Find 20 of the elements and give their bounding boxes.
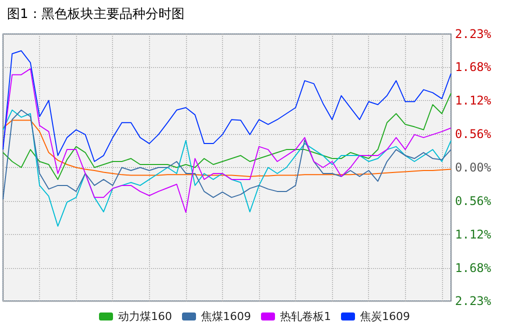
y-tick-label: 0.00% bbox=[455, 160, 492, 174]
line-series bbox=[2, 92, 452, 180]
line-series bbox=[2, 68, 452, 213]
chart-title: 图1：黑色板块主要品种分时图 bbox=[7, 6, 184, 22]
line-series bbox=[2, 110, 452, 200]
legend-label: 焦炭1609 bbox=[360, 310, 410, 323]
y-tick-label: 1.12% bbox=[455, 93, 492, 108]
legend-label: 焦煤1609 bbox=[201, 310, 252, 323]
line-series bbox=[2, 120, 452, 177]
y-tick-label: 2.23% bbox=[455, 27, 492, 41]
y-tick-label: 2.23% bbox=[455, 294, 492, 308]
y-tick-label: 0.56% bbox=[455, 126, 492, 141]
legend-label: 动力煤160 bbox=[118, 310, 172, 323]
y-tick-label: 1.12% bbox=[455, 228, 492, 242]
line-series bbox=[2, 110, 452, 227]
y-tick-label: 0.56% bbox=[455, 194, 492, 208]
y-tick-label: 1.68% bbox=[455, 60, 492, 74]
y-tick-label: 1.68% bbox=[455, 261, 492, 276]
legend-label: 热轧卷板1 bbox=[280, 310, 331, 323]
line-series bbox=[2, 50, 452, 162]
